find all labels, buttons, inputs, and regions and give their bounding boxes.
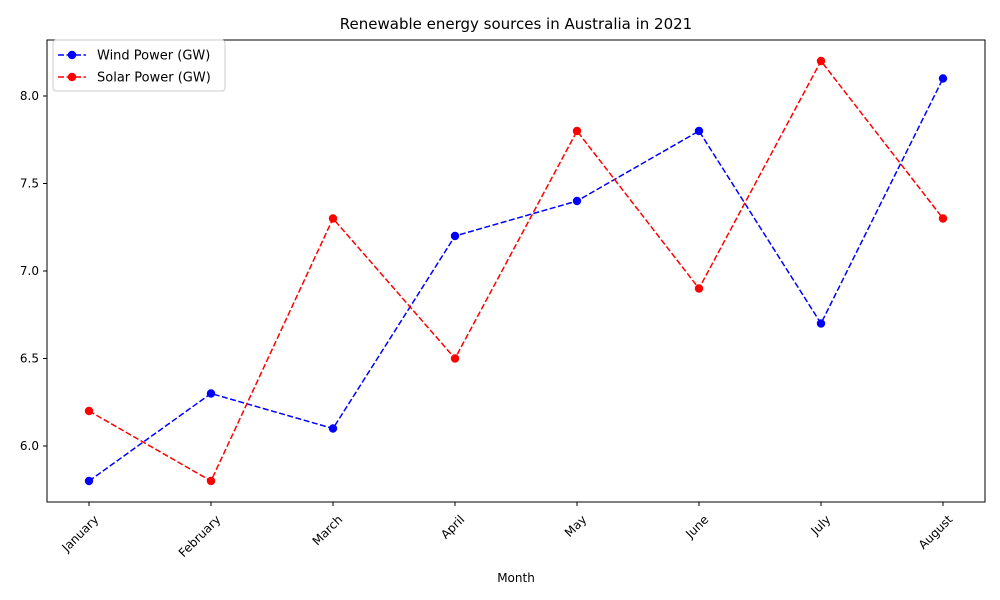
- x-axis-label: Month: [497, 571, 535, 585]
- x-tick-label: January: [59, 512, 102, 555]
- x-tick-label: May: [562, 512, 589, 539]
- x-tick-label: June: [682, 512, 711, 541]
- x-tick-label: July: [807, 512, 833, 538]
- data-point: [572, 126, 582, 136]
- y-tick-label: 7.5: [20, 177, 39, 191]
- data-point: [694, 126, 704, 136]
- legend-entry: Wind Power (GW): [58, 49, 210, 64]
- data-point: [206, 389, 216, 398]
- legend-entry: Solar Power (GW): [58, 71, 211, 86]
- data-point: [938, 74, 948, 83]
- x-tick-label: April: [438, 512, 467, 541]
- data-point: [328, 214, 338, 223]
- legend-label: Solar Power (GW): [97, 71, 211, 86]
- data-point: [816, 319, 826, 328]
- legend-box: [52, 39, 226, 92]
- series-line: [88, 59, 944, 483]
- data-point: [84, 406, 94, 416]
- plot-area-frame: [46, 39, 986, 503]
- data-point: [328, 424, 338, 433]
- series-0: [84, 74, 948, 486]
- data-point: [84, 476, 94, 486]
- y-tick-label: 6.0: [20, 439, 39, 453]
- chart-title: Renewable energy sources in Australia in…: [340, 15, 692, 33]
- series-layer: [84, 56, 948, 486]
- data-point: [816, 56, 826, 66]
- legend-marker: [67, 72, 77, 82]
- x-tick-label: March: [310, 512, 346, 548]
- y-tick-label: 8.0: [20, 89, 39, 103]
- data-point: [450, 231, 460, 241]
- data-point: [694, 284, 704, 293]
- data-point: [938, 214, 948, 223]
- x-tick-label: February: [176, 512, 224, 560]
- data-point: [572, 196, 582, 206]
- y-axis: 6.0 6.5 7.0 7.5 8.0: [20, 89, 47, 453]
- series-1: [84, 56, 948, 486]
- series-line: [88, 78, 944, 482]
- y-tick-label: 6.5: [20, 352, 39, 366]
- x-axis: January February March April May June July Augu…: [59, 502, 956, 560]
- x-tick-label: August: [916, 512, 956, 552]
- y-tick-label: 7.0: [20, 264, 39, 278]
- legend-marker: [67, 50, 77, 60]
- legend-label: Wind Power (GW): [97, 49, 210, 64]
- data-point: [450, 354, 460, 363]
- legend: Wind Power (GW) Solar Power (GW): [52, 39, 226, 92]
- data-point: [206, 476, 216, 486]
